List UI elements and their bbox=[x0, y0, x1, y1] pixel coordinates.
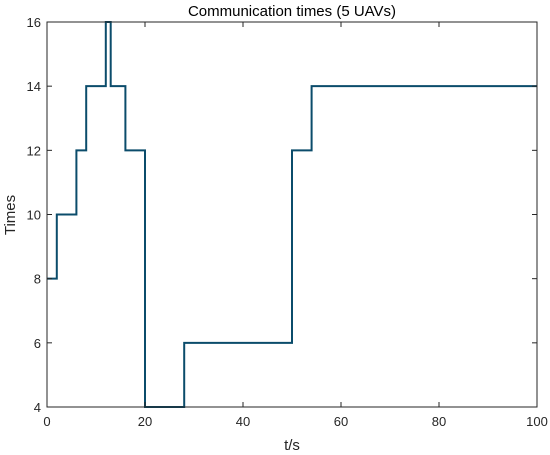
x-tick-label-40: 40 bbox=[236, 414, 250, 429]
y-tick-label-16: 16 bbox=[27, 15, 41, 30]
x-tick-label-100: 100 bbox=[526, 414, 548, 429]
chart-title: Communication times (5 UAVs) bbox=[188, 3, 396, 20]
y-tick-label-6: 6 bbox=[34, 336, 41, 351]
y-tick-label-4: 4 bbox=[34, 400, 41, 415]
y-axis-title: Times bbox=[2, 195, 19, 235]
y-tick-label-10: 10 bbox=[27, 208, 41, 223]
axes-layer: 0 20 40 60 80 100 4 6 8 10 12 14 16 bbox=[27, 15, 548, 429]
x-tick-label-20: 20 bbox=[138, 414, 152, 429]
series-line-1 bbox=[47, 21, 537, 408]
series-layer bbox=[47, 21, 537, 408]
y-tick-label-14: 14 bbox=[27, 79, 41, 94]
y-tick-label-8: 8 bbox=[34, 272, 41, 287]
x-axis-title: t/s bbox=[284, 437, 300, 454]
y-tick-label-12: 12 bbox=[27, 143, 41, 158]
x-tick-label-80: 80 bbox=[432, 414, 446, 429]
x-tick-label-0: 0 bbox=[43, 414, 50, 429]
x-tick-label-60: 60 bbox=[334, 414, 348, 429]
